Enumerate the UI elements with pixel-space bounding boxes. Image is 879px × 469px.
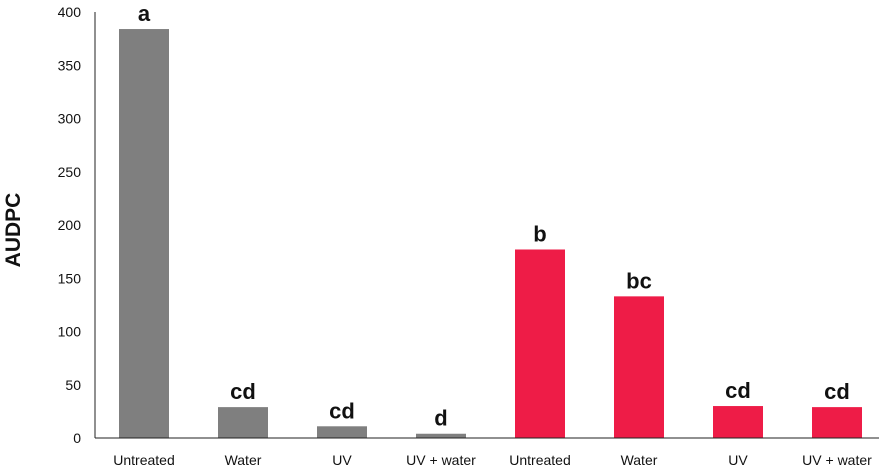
significance-label: b: [533, 221, 546, 246]
significance-label: d: [434, 406, 447, 431]
y-tick-label: 250: [58, 164, 82, 180]
category-labels: Untreated Water UV UV + water Untreated Water…: [113, 452, 872, 468]
category-label: Untreated: [113, 452, 174, 468]
significance-label: cd: [329, 398, 355, 423]
category-label: UV + water: [802, 452, 872, 468]
significance-label: cd: [824, 379, 850, 404]
category-label: UV + water: [406, 452, 476, 468]
bar: [416, 433, 466, 438]
significance-label: bc: [626, 268, 652, 293]
bar: [515, 249, 565, 438]
y-tick-label: 50: [65, 377, 81, 393]
y-axis-ticks: 0 50 100 150 200 250 300 350 400: [58, 4, 82, 446]
bar: [218, 407, 268, 438]
bars: [119, 29, 862, 438]
significance-labels: a cd cd d b bc cd cd: [138, 1, 850, 431]
bar: [317, 426, 367, 438]
category-label: UV: [728, 452, 748, 468]
bar: [812, 407, 862, 438]
category-label: Water: [621, 452, 658, 468]
y-tick-label: 300: [58, 111, 82, 127]
category-label: Water: [225, 452, 262, 468]
category-label: UV: [332, 452, 352, 468]
significance-label: cd: [230, 379, 256, 404]
significance-label: a: [138, 1, 151, 26]
y-tick-label: 0: [73, 430, 81, 446]
y-tick-label: 400: [58, 4, 82, 20]
y-tick-label: 100: [58, 324, 82, 340]
y-axis-label: AUDPC: [2, 193, 25, 268]
bar: [713, 406, 763, 438]
bar: [614, 296, 664, 438]
y-tick-label: 350: [58, 57, 82, 73]
y-tick-label: 200: [58, 217, 82, 233]
category-label: Untreated: [509, 452, 570, 468]
y-tick-label: 150: [58, 270, 82, 286]
significance-label: cd: [725, 378, 751, 403]
bar: [119, 29, 169, 438]
